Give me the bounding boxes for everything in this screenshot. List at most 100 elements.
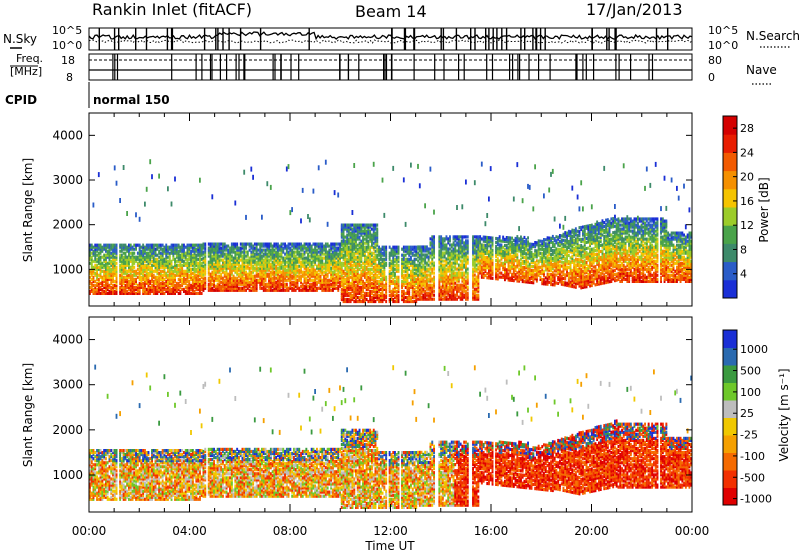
power-echo-cell <box>392 281 395 285</box>
power-echo-cell <box>167 245 169 249</box>
power-echo-cell <box>388 289 391 293</box>
power-echo-cell <box>138 275 141 279</box>
power-echo-cell <box>115 269 118 273</box>
power-echo-cell <box>268 272 270 276</box>
power-echo-cell <box>126 211 128 216</box>
power-echo-cell <box>367 259 370 263</box>
power-echo-cell <box>346 241 349 245</box>
power-echo-cell <box>426 297 428 301</box>
power-echo-cell <box>112 287 114 291</box>
power-echo-cell <box>385 287 388 291</box>
power-echo-cell <box>261 270 263 274</box>
power-echo-cell <box>225 254 228 258</box>
power-echo-cell <box>191 275 194 279</box>
power-echo-cell <box>294 260 297 264</box>
power-echo-cell <box>353 247 356 251</box>
power-echo-cell <box>305 242 308 246</box>
power-echo-cell <box>347 271 350 275</box>
power-echo-cell <box>110 267 113 271</box>
power-echo-cell <box>94 251 97 255</box>
power-echo-cell <box>243 252 246 256</box>
power-echo-cell <box>144 287 146 291</box>
power-echo-cell <box>296 278 299 282</box>
power-echo-cell <box>332 272 334 276</box>
power-echo-cell <box>426 283 428 287</box>
power-echo-cell <box>362 253 364 257</box>
power-echo-cell <box>397 289 400 293</box>
power-echo-cell <box>163 271 166 275</box>
power-echo-cell <box>390 281 393 285</box>
power-echo-cell <box>333 280 336 284</box>
power-echo-cell <box>108 267 111 271</box>
power-echo-cell <box>218 250 221 254</box>
power-echo-cell <box>152 283 155 287</box>
power-echo-cell <box>383 295 386 300</box>
power-echo-cell <box>209 254 212 258</box>
power-echo-cell <box>374 223 377 227</box>
power-echo-cell <box>424 271 427 275</box>
power-echo-cell <box>193 245 196 249</box>
power-echo-cell <box>371 289 373 293</box>
power-echo-cell <box>94 265 97 269</box>
power-echo-cell <box>443 263 446 267</box>
power-echo-cell <box>303 250 306 254</box>
power-echo-cell <box>475 293 478 297</box>
power-echo-cell <box>241 250 244 254</box>
power-echo-cell <box>136 263 139 267</box>
power-echo-cell <box>112 253 114 257</box>
power-echo-cell <box>174 287 176 291</box>
power-echo-cell <box>135 259 137 263</box>
power-echo-cell <box>273 264 276 268</box>
power-echo-cell <box>353 227 356 231</box>
power-echo-cell <box>385 283 388 287</box>
power-echo-cell <box>314 280 317 284</box>
power-echo-cell <box>113 273 116 277</box>
power-echo-cell <box>94 257 97 261</box>
power-echo-cell <box>278 286 281 290</box>
power-echo-cell <box>440 245 443 249</box>
power-echo-cell <box>216 268 219 272</box>
power-echo-cell <box>351 275 354 279</box>
power-echo-cell <box>142 249 145 253</box>
power-echo-cell <box>372 251 375 255</box>
power-echo-cell <box>223 272 226 276</box>
power-echo-cell <box>330 268 333 272</box>
power-echo-cell <box>159 243 162 247</box>
power-echo-cell <box>284 270 286 274</box>
power-echo-cell <box>337 270 340 274</box>
power-echo-cell <box>466 255 469 259</box>
power-echo-cell <box>340 293 343 297</box>
power-echo-cell <box>433 239 435 243</box>
power-echo-cell <box>404 267 407 271</box>
power-echo-cell <box>365 249 368 253</box>
power-echo-cell <box>440 273 443 277</box>
power-echo-cell <box>200 281 203 285</box>
power-echo-cell <box>280 266 283 270</box>
power-echo-cell <box>298 254 301 258</box>
power-echo-cell <box>218 282 221 286</box>
power-echo-cell <box>316 282 318 286</box>
power-echo-cell <box>420 269 423 273</box>
power-echo-cell <box>317 242 320 246</box>
power-echo-cell <box>287 246 290 250</box>
power-echo-cell <box>321 256 324 260</box>
power-echo-cell <box>371 297 373 302</box>
power-echo-cell <box>388 293 391 297</box>
power-echo-cell <box>232 268 235 272</box>
power-echo-cell <box>473 255 476 259</box>
power-echo-cell <box>113 249 116 253</box>
power-echo-cell <box>158 271 161 275</box>
power-echo-cell <box>347 255 350 259</box>
power-echo-cell <box>105 247 107 251</box>
power-echo-cell <box>365 225 368 229</box>
power-echo-cell <box>199 245 201 249</box>
power-echo-cell <box>259 252 262 256</box>
power-echo-cell <box>135 271 137 275</box>
power-echo-cell <box>371 237 373 241</box>
power-echo-cell <box>285 270 288 274</box>
power-echo-cell <box>188 245 191 249</box>
power-echo-cell <box>310 282 313 286</box>
power-echo-cell <box>401 281 403 285</box>
power-echo-cell <box>216 266 219 270</box>
power-echo-cell <box>202 284 205 288</box>
